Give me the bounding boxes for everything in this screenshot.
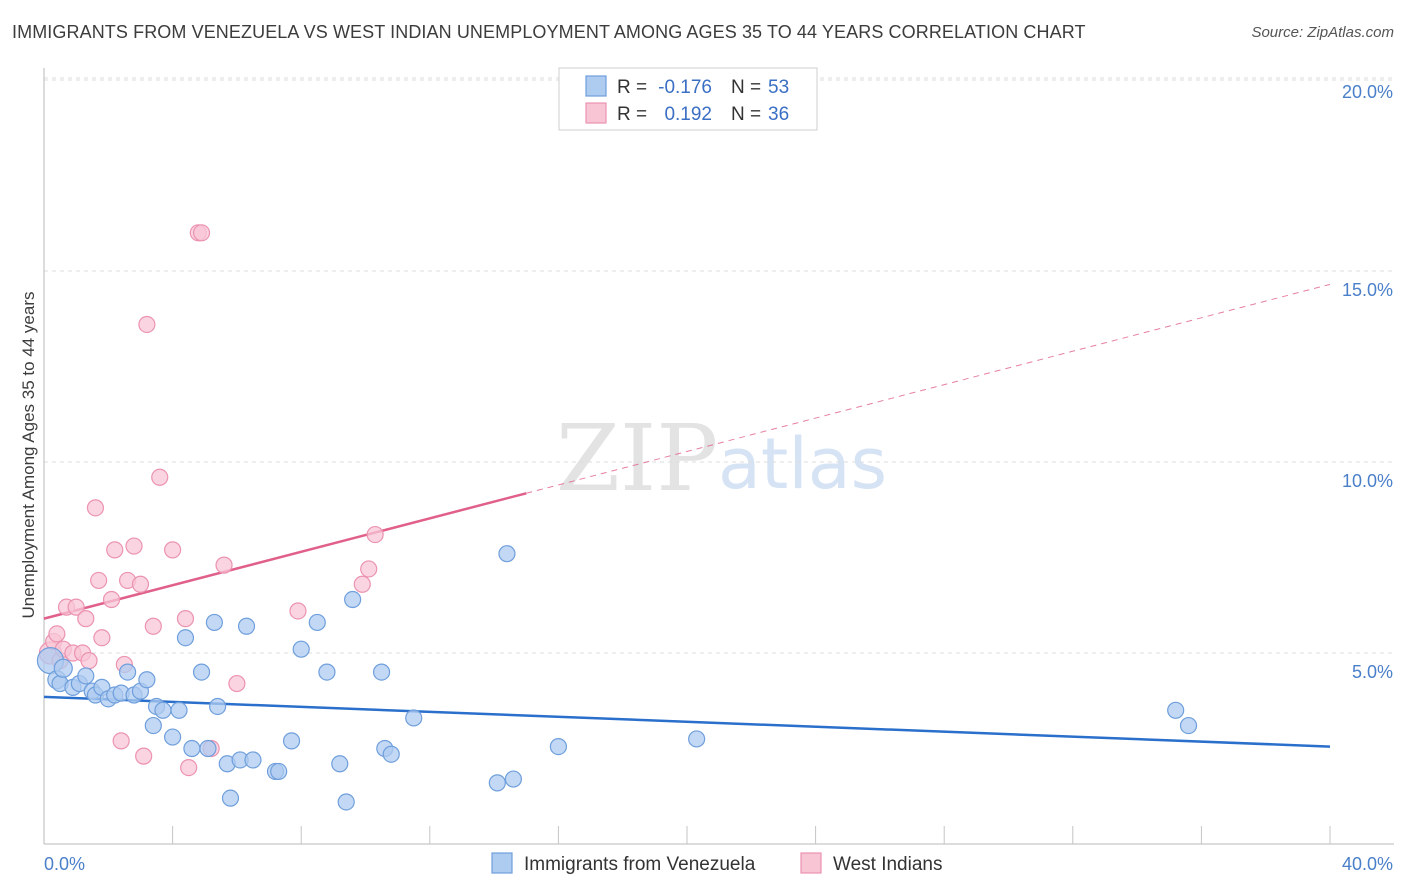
- venezuela-point: [282, 732, 301, 750]
- venezuela-point: [176, 629, 195, 647]
- legend-n-value-2: 36: [768, 104, 789, 125]
- venezuela-point: [237, 617, 256, 635]
- watermark-zip: ZIP: [556, 405, 718, 512]
- west-indian-trend-line: [43, 492, 527, 620]
- venezuela-point: [498, 545, 516, 563]
- west-indian-point: [138, 315, 156, 334]
- venezuela-trend-line: [43, 695, 1331, 748]
- legend-n-label-1: N =: [731, 77, 761, 98]
- venezuela-point: [292, 640, 310, 658]
- legend-r-value-2: 0.192: [664, 104, 712, 125]
- west-indian-point: [77, 610, 95, 628]
- west-indian-point: [353, 575, 371, 593]
- venezuela-point: [688, 730, 706, 748]
- west-indian-point: [180, 758, 198, 777]
- venezuela-point: [118, 663, 137, 681]
- west-indian-point: [80, 652, 98, 670]
- venezuela-point: [337, 793, 355, 811]
- venezuela-point: [192, 663, 211, 681]
- west-indian-point: [67, 598, 85, 616]
- venezuela-point: [372, 663, 391, 681]
- west-indian-point: [86, 499, 105, 517]
- legend-swatch-blue: [585, 75, 607, 97]
- venezuela-point: [77, 667, 95, 685]
- venezuela-point: [318, 663, 336, 681]
- west-indian-point: [215, 556, 233, 574]
- watermark-atlas: atlas: [718, 423, 887, 505]
- venezuela-point: [199, 739, 217, 758]
- data-points: [36, 224, 1198, 811]
- west-indian-point: [135, 747, 153, 765]
- venezuela-point: [270, 762, 288, 781]
- series-legend-label-west-indians: West Indians: [833, 854, 942, 875]
- legend-r-label-2: R =: [617, 104, 647, 125]
- west-indian-point: [228, 674, 246, 693]
- venezuela-point: [1167, 701, 1185, 719]
- venezuela-point: [382, 745, 400, 763]
- y-tick-labels: 5.0% 10.0% 15.0% 20.0%: [1342, 82, 1393, 682]
- axis-layer: [43, 68, 1394, 845]
- west-indian-point: [48, 625, 66, 643]
- west-indian-point: [164, 541, 182, 559]
- legend-r-label-1: R =: [617, 77, 647, 98]
- venezuela-point: [308, 613, 326, 632]
- venezuela-point: [488, 774, 506, 792]
- x-tick-label-max: 40.0%: [1342, 854, 1393, 874]
- venezuela-point: [154, 701, 172, 719]
- legend-r-value-1: -0.176: [658, 77, 712, 98]
- west-indian-point: [106, 541, 124, 559]
- stats-legend: R = -0.176 N = 53 R = 0.192 N = 36: [558, 67, 818, 131]
- series-legend-swatch-west-indians: [800, 852, 822, 874]
- venezuela-point: [205, 613, 223, 632]
- venezuela-point: [170, 701, 188, 719]
- y-tick-label: 5.0%: [1352, 662, 1393, 682]
- west-indian-point: [151, 468, 169, 486]
- west-indian-point: [112, 732, 130, 750]
- venezuela-point: [221, 789, 240, 807]
- west-indian-point: [144, 617, 162, 635]
- venezuela-point: [209, 697, 227, 716]
- x-tick-label-min: 0.0%: [44, 854, 85, 874]
- venezuela-point: [144, 716, 162, 735]
- venezuela-point: [549, 737, 568, 756]
- west-indian-point: [90, 571, 108, 590]
- venezuela-point: [244, 751, 262, 769]
- west-indian-point: [125, 537, 143, 555]
- west-indian-point: [366, 525, 384, 544]
- venezuela-point: [138, 671, 156, 689]
- chart-title: IMMIGRANTS FROM VENEZUELA VS WEST INDIAN…: [12, 22, 1086, 42]
- legend-n-value-1: 53: [768, 77, 789, 98]
- venezuela-point: [331, 755, 349, 773]
- west-indian-point: [360, 560, 378, 578]
- venezuela-point: [344, 590, 362, 609]
- source-label: Source: ZipAtlas.com: [1251, 24, 1394, 41]
- west-indian-point: [93, 629, 111, 647]
- y-tick-label: 15.0%: [1342, 280, 1393, 300]
- y-tick-label: 20.0%: [1342, 82, 1393, 102]
- y-tick-label: 10.0%: [1342, 471, 1393, 491]
- legend-swatch-pink: [585, 102, 607, 124]
- series-legend: Immigrants from Venezuela West Indians: [491, 852, 942, 875]
- venezuela-point: [164, 728, 182, 746]
- venezuela-point: [183, 739, 201, 758]
- west-indian-point: [102, 590, 121, 609]
- venezuela-point: [405, 709, 423, 727]
- trend-lines: [43, 283, 1331, 748]
- west-indian-trend-extension: [526, 283, 1331, 494]
- venezuela-point: [53, 658, 73, 678]
- venezuela-point: [504, 770, 522, 788]
- venezuela-point: [1179, 716, 1198, 735]
- west-indian-point: [289, 602, 307, 620]
- west-indian-point: [192, 224, 211, 242]
- series-legend-label-venezuela: Immigrants from Venezuela: [524, 854, 756, 875]
- x-tick-labels: 0.0% 40.0%: [44, 826, 1393, 874]
- west-indian-point: [131, 575, 150, 593]
- series-legend-swatch-venezuela: [491, 852, 513, 874]
- y-axis-label: Unemployment Among Ages 35 to 44 years: [19, 292, 38, 619]
- legend-n-label-2: N =: [731, 104, 761, 125]
- west-indian-point: [176, 610, 195, 628]
